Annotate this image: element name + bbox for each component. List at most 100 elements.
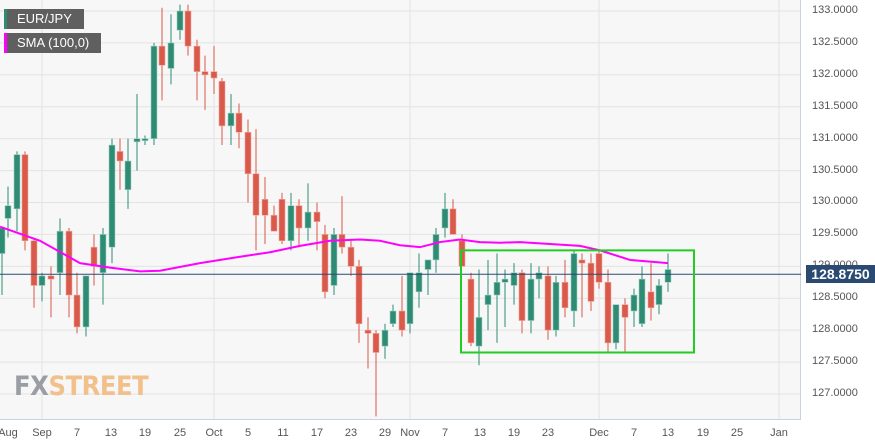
logo-fx: FX <box>14 371 49 402</box>
y-tick-label: 128.5000 <box>812 291 858 304</box>
candle-down <box>73 272 81 334</box>
x-tick-label: Aug <box>0 427 18 439</box>
candle-up <box>501 269 509 327</box>
candle-down <box>90 234 98 286</box>
y-tick-label: 132.5000 <box>812 35 858 48</box>
candle-up <box>330 228 338 296</box>
x-tick-label: 29 <box>378 427 392 439</box>
candle-down <box>372 330 380 417</box>
candle-up <box>38 272 46 302</box>
x-tick-label: 25 <box>173 427 187 439</box>
x-tick-label: 5 <box>244 427 252 439</box>
candle-up <box>381 323 389 359</box>
candle-up <box>638 266 646 327</box>
candle-down <box>252 129 260 251</box>
x-tick-label: 25 <box>730 427 744 439</box>
x-tick-label: Oct <box>205 427 223 439</box>
candle-up <box>287 192 295 251</box>
y-tick-label: 130.0000 <box>812 195 858 208</box>
candle-up <box>552 275 560 337</box>
current-price-tag: 128.8750 <box>806 265 875 284</box>
candle-down <box>561 259 569 318</box>
y-tick-label: 128.0000 <box>812 323 858 336</box>
y-tick-label: 127.5000 <box>812 355 858 368</box>
x-tick-label: 23 <box>541 427 555 439</box>
candle-down <box>338 196 346 254</box>
candle-up <box>475 269 483 366</box>
consolidation-range-box[interactable] <box>460 249 695 354</box>
candle-down <box>184 4 192 56</box>
candle-up <box>630 288 638 327</box>
candle-down <box>270 205 278 232</box>
x-tick-label: 19 <box>696 427 710 439</box>
candle-down <box>261 176 269 244</box>
candle-up <box>493 253 501 343</box>
candle-up <box>124 138 132 209</box>
candle-up <box>133 93 141 171</box>
x-tick-label: 7 <box>73 427 81 439</box>
candle-down <box>621 298 629 353</box>
candle-up <box>612 304 620 350</box>
candle-down <box>218 78 226 146</box>
candle-down <box>578 253 586 318</box>
x-tick-label: 17 <box>310 427 324 439</box>
candle-down <box>210 46 218 94</box>
candle-down <box>347 240 355 276</box>
x-tick-label: 23 <box>344 427 358 439</box>
candle-down <box>193 39 201 101</box>
candle-up <box>432 228 440 273</box>
candle-up <box>0 227 6 296</box>
x-tick-label: 13 <box>661 427 675 439</box>
candle-up <box>13 151 21 232</box>
candle-down <box>278 192 286 244</box>
chart-plot-area[interactable] <box>0 0 801 420</box>
candle-down <box>355 259 363 343</box>
legend-eurjpy[interactable]: EUR/JPY <box>4 9 84 29</box>
y-tick-label: 132.0000 <box>812 67 858 80</box>
y-tick-label: 131.5000 <box>812 99 858 112</box>
x-tick-label: Jan <box>770 427 788 439</box>
candlestick-chart <box>0 0 801 420</box>
x-tick-label: 7 <box>630 427 638 439</box>
candle-up <box>441 192 449 238</box>
candle-up <box>664 253 672 292</box>
candle-down <box>544 266 552 340</box>
candle-down <box>30 237 38 308</box>
legend-label: SMA (100,0) <box>17 35 90 50</box>
x-tick-label: 13 <box>473 427 487 439</box>
y-tick-label: 133.0000 <box>812 4 858 16</box>
x-tick-label: 19 <box>507 427 521 439</box>
candle-up <box>510 263 518 305</box>
candle-down <box>364 317 372 369</box>
candle-up <box>108 138 116 264</box>
sma-line <box>0 225 669 273</box>
candle-up <box>415 253 423 308</box>
candle-down <box>21 151 29 251</box>
candle-down <box>467 272 475 347</box>
candle-up <box>570 250 578 327</box>
candle-down <box>518 269 526 334</box>
candle-down <box>647 263 655 321</box>
candle-down <box>595 250 603 289</box>
x-tick-label: 19 <box>138 427 152 439</box>
candle-up <box>389 304 397 327</box>
x-tick-label: 13 <box>104 427 118 439</box>
y-tick-label: 127.0000 <box>812 386 858 399</box>
fxstreet-logo: FXSTREET <box>14 371 149 402</box>
candle-up <box>527 263 535 334</box>
candle-up <box>56 218 64 296</box>
candle-up <box>484 259 492 331</box>
candle-down <box>398 275 406 337</box>
candle-up <box>176 4 184 40</box>
candle-up <box>82 275 90 337</box>
y-tick-label: 131.0000 <box>812 131 858 144</box>
legend-color-swatch <box>4 9 7 29</box>
x-tick-label: 7 <box>441 427 449 439</box>
logo-street: STREET <box>48 371 149 402</box>
candle-down <box>47 266 55 318</box>
legend-sma[interactable]: SMA (100,0) <box>4 33 102 53</box>
candle-down <box>65 228 73 318</box>
candle-up <box>406 272 414 334</box>
candle-down <box>321 224 329 299</box>
candle-down <box>116 138 124 190</box>
